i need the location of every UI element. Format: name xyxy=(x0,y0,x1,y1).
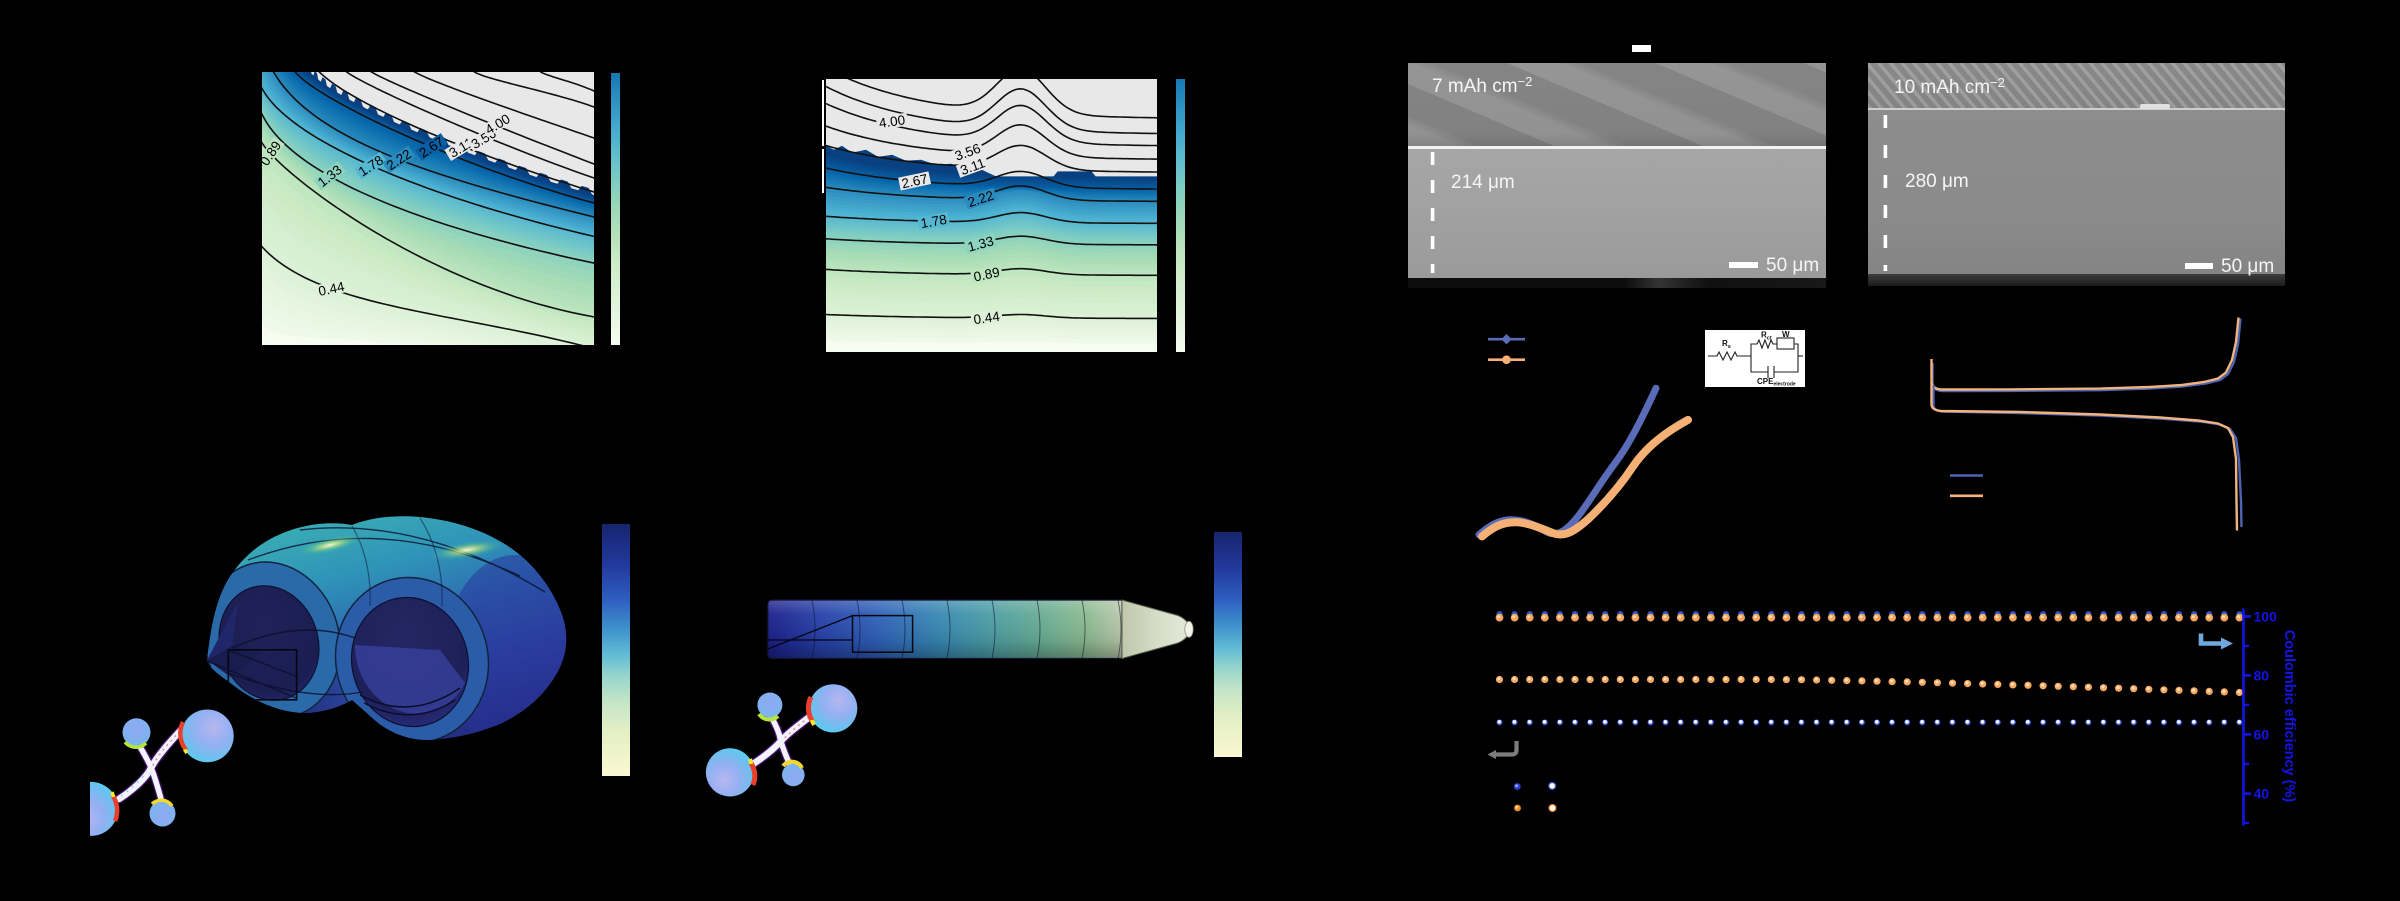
svg-text:W: W xyxy=(1782,330,1790,339)
svg-text:100: 100 xyxy=(2254,608,2278,624)
svg-text:60: 60 xyxy=(2254,726,2270,742)
svg-text:Coulombic efficiency (%): Coulombic efficiency (%) xyxy=(2281,630,2297,803)
svg-text:1.78: 1.78 xyxy=(920,212,948,231)
svg-text:1.33: 1.33 xyxy=(966,234,995,255)
svg-text:Rct: Rct xyxy=(1761,331,1772,342)
svg-text:Rs: Rs xyxy=(1722,339,1731,350)
svg-text:0.44: 0.44 xyxy=(973,309,1002,328)
svg-text:2.67: 2.67 xyxy=(901,171,930,191)
svg-text:4.00: 4.00 xyxy=(878,113,906,132)
svg-text:40: 40 xyxy=(2254,786,2270,802)
svg-text:0.44: 0.44 xyxy=(317,279,346,299)
svg-text:80: 80 xyxy=(2254,667,2270,683)
svg-text:CPEelectrode: CPEelectrode xyxy=(1757,377,1796,387)
svg-text:0.89: 0.89 xyxy=(973,265,1002,285)
